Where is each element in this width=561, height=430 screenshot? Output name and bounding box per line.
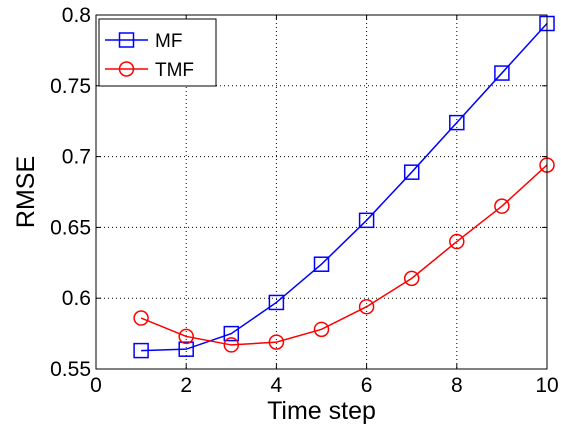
grid-lines [96,15,547,369]
x-tick-label: 4 [271,374,283,397]
data-point-mf [358,212,375,229]
series-layer [133,15,555,359]
legend-label-mf: MF [155,31,182,52]
data-point-mf [133,342,149,359]
data-point-tmf [268,334,285,350]
data-point-tmf [133,310,149,326]
legend: MF TMF [98,18,217,87]
data-point-tmf [223,337,240,353]
legend-marker-mf [118,32,135,48]
legend-label-tmf: TMF [155,60,194,81]
data-point-tmf [449,233,465,250]
legend-entry-mf: MF [105,31,182,52]
data-point-mf [403,164,420,180]
x-tick-label: 8 [451,374,463,397]
axis-ticks: 0 2 4 6 8 10 0.55 0.6 0.65 0.7 0.75 0.8 [50,4,559,397]
x-tick-label: 2 [180,374,192,397]
y-tick-label: 0.8 [62,4,91,27]
data-point-mf [268,294,285,311]
x-tick-label: 6 [361,374,373,397]
data-point-tmf [403,270,420,287]
data-point-mf [313,256,330,272]
y-tick-label: 0.65 [50,216,91,239]
y-tick-label: 0.6 [62,287,91,310]
data-point-mf [178,341,194,357]
series-line-tmf [140,164,548,346]
legend-entry-tmf: TMF [105,60,194,81]
y-tick-label: 0.75 [50,75,91,98]
legend-box [98,18,217,87]
data-point-tmf [178,328,194,345]
y-tick-label: 0.55 [50,358,91,381]
data-point-mf [494,65,510,81]
x-tick-label: 0 [90,374,102,397]
data-point-tmf [494,198,510,214]
y-axis-label: RMSE [12,156,40,228]
series-tmf [133,157,555,353]
data-point-mf [449,114,465,131]
plot-frame [95,14,548,370]
legend-marker-tmf [118,61,135,77]
x-axis-label: Time step [267,397,376,425]
data-point-tmf [313,321,330,338]
data-point-tmf [358,298,375,315]
x-tick-label: 10 [535,374,558,397]
data-point-mf [223,325,240,342]
y-tick-label: 0.7 [62,146,91,169]
